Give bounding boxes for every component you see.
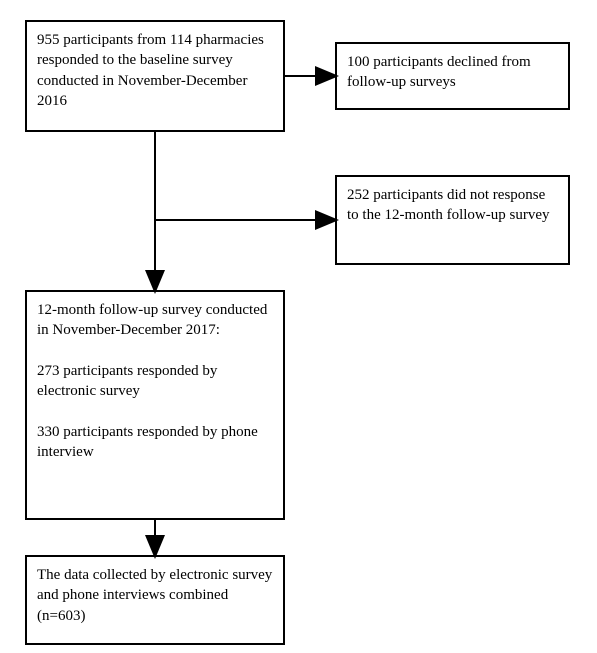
flow-node-text: 100 participants declined from follow-up… <box>347 52 558 93</box>
flow-node-baseline: 955 participants from 114 pharmacies res… <box>25 20 285 132</box>
flow-node-combined: The data collected by electronic survey … <box>25 555 285 645</box>
flow-node-text: 12-month follow-up survey conducted in N… <box>37 300 273 462</box>
flow-node-text: The data collected by electronic survey … <box>37 565 273 626</box>
flow-node-followup: 12-month follow-up survey conducted in N… <box>25 290 285 520</box>
flow-node-text: 252 participants did not response to the… <box>347 185 558 226</box>
flow-node-text: 955 participants from 114 pharmacies res… <box>37 30 273 111</box>
flow-node-declined: 100 participants declined from follow-up… <box>335 42 570 110</box>
flow-node-no-response: 252 participants did not response to the… <box>335 175 570 265</box>
